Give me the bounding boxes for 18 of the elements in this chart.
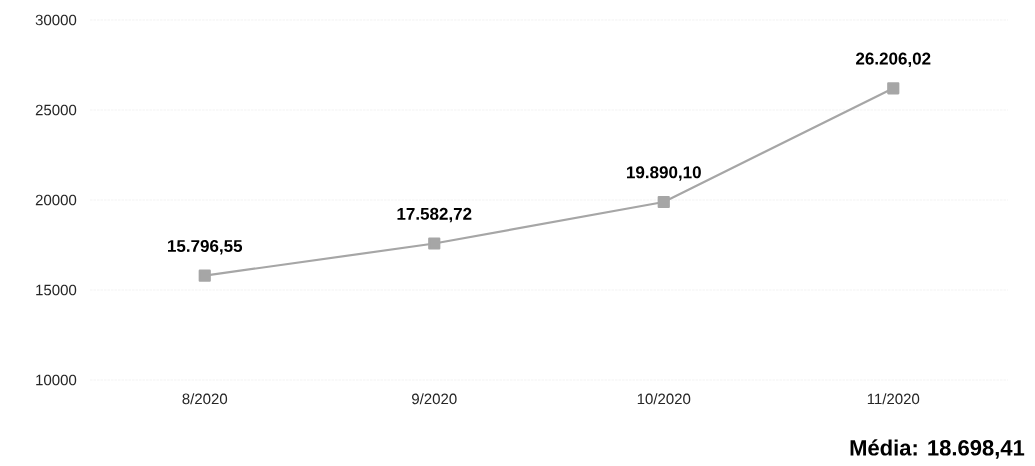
data-label: 19.890,10: [627, 166, 701, 181]
y-tick-label: 10000: [36, 374, 77, 386]
point: [657, 195, 670, 209]
point: [887, 82, 900, 95]
data-label: 26.206,02: [856, 52, 931, 68]
data-label: 17.582,72: [397, 207, 472, 223]
y-tick-label: 25000: [35, 104, 77, 116]
text: Média: 18.698,41: [850, 439, 1025, 459]
x-tick-label: 11/2020: [867, 393, 920, 405]
point: [428, 237, 441, 250]
data-label: 15.796,55: [168, 239, 243, 255]
y-tick-label: 15000: [36, 284, 77, 296]
x-tick-label: 8/2020: [182, 393, 228, 405]
y-tick-label: 20000: [35, 194, 77, 206]
x-tick-label: 10/2020: [637, 393, 691, 405]
point: [198, 269, 211, 282]
y-tick-label: 30000: [35, 14, 77, 26]
x-tick-label: 9/2020: [412, 393, 457, 405]
